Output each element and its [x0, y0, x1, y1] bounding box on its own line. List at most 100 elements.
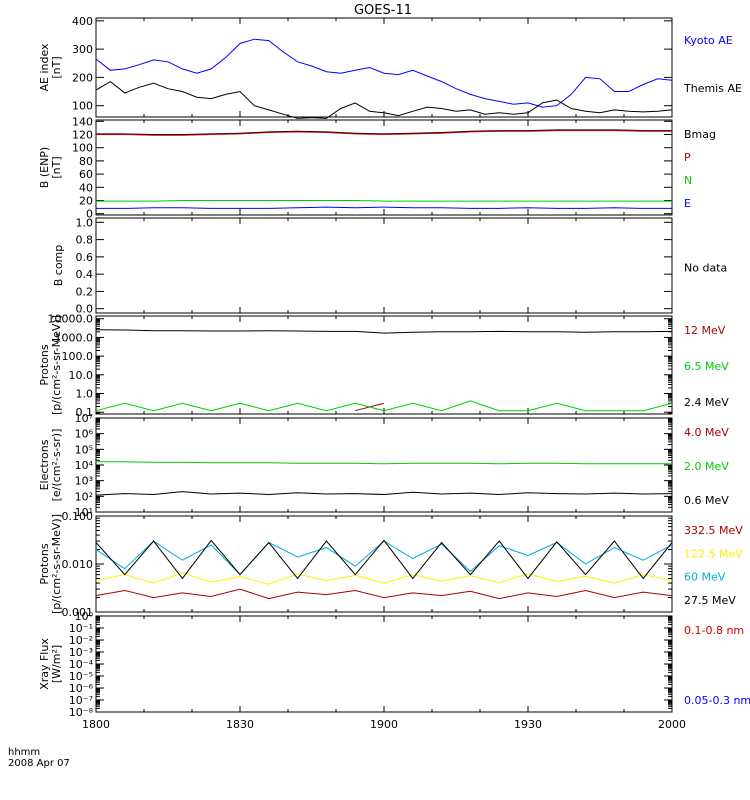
y-tick-label: 10² — [75, 490, 93, 503]
panel-frame — [95, 615, 673, 713]
y-tick-label: 0.4 — [76, 268, 94, 281]
legend-0-6-mev: 0.6 MeV — [684, 494, 729, 507]
panel-3: 0.0 0.2 0.4 0.6 0.8 1.0 B comp No data — [52, 216, 727, 315]
y-tick-label: 0.010 — [62, 558, 94, 571]
time-tick-label: 1930 — [514, 718, 542, 731]
series-line-kyoto-ae — [95, 38, 673, 108]
y-tick-label: 10⁻⁷ — [69, 694, 93, 707]
y-tick-label: 200 — [72, 71, 93, 84]
time-tick-label: 1800 — [82, 718, 110, 731]
plot-title: GOES-11 — [354, 3, 412, 18]
y-tick-label: 0.100 — [62, 510, 94, 523]
y-tick-label: 10⁶ — [75, 428, 94, 441]
y-tick-label: 0.8 — [76, 234, 94, 247]
legend-2-4-mev: 2.4 MeV — [684, 396, 729, 409]
panel-1: 100 200 300 400 AE index[nT] Kyoto AE Themis A… — [38, 15, 742, 119]
legend-12-mev: 12 MeV — [684, 324, 726, 337]
y-tick-label: 10⁰ — [75, 610, 94, 623]
y-axis-label: Electrons[e/(cm²-s-sr)] — [38, 429, 63, 502]
series-line-2-4-mev — [95, 329, 673, 334]
series-line-12-mev — [355, 403, 672, 410]
y-tick-label: 1000.0 — [55, 331, 94, 344]
series-line-27-5-mev — [95, 539, 673, 580]
y-axis-label: B comp — [52, 245, 65, 287]
legend-4-0-mev: 4.0 MeV — [684, 426, 729, 439]
legend-themis-ae: Themis AE — [683, 82, 742, 95]
panel-6: 0.001 0.010 0.100Protons[p/(cm²-s-sr-MeV)]… — [38, 510, 743, 619]
y-tick-label: 10⁻⁸ — [69, 706, 94, 719]
panel-frame — [95, 217, 673, 314]
legend-bmag: Bmag — [684, 128, 716, 141]
plot-panels: 100 200 300 400 AE index[nT] Kyoto AE Themis A… — [38, 15, 750, 719]
y-tick-label: 300 — [72, 43, 93, 56]
y-tick-label: 10000.0 — [48, 313, 94, 326]
y-tick-label: 10⁻⁴ — [69, 658, 94, 671]
y-tick-label: 10⁻³ — [69, 646, 93, 659]
y-tick-label: 1.0 — [76, 387, 94, 400]
series-line-2-0-mev — [96, 461, 672, 465]
y-tick-label: 0.1 — [76, 406, 94, 419]
series-line-0-6-mev — [95, 491, 673, 496]
series-line-themis-ae — [95, 80, 673, 119]
series-line-332-5-mev — [95, 588, 673, 600]
series-line-122-5-mev — [95, 572, 673, 585]
time-axis-label-hhmm: hhmm — [8, 747, 40, 758]
legend-60-mev: 60 MeV — [684, 571, 726, 584]
y-tick-label: 10⁻¹ — [69, 622, 93, 635]
time-axis-label-date: 2008 Apr 07 — [8, 758, 70, 769]
time-tick-label: 1900 — [370, 718, 398, 731]
panel-5: 10¹ 10² 10³ 10⁴ 10⁵ 10⁶ 10⁷ Electrons[e/(cm²-s-… — [38, 412, 729, 519]
legend-e: E — [684, 197, 691, 210]
y-tick-label: 10⁻² — [69, 634, 93, 647]
y-tick-label: 10⁷ — [75, 412, 93, 425]
y-tick-label: 0.2 — [76, 285, 94, 298]
time-tick-label: 1830 — [226, 718, 254, 731]
y-tick-label: 60 — [79, 168, 93, 181]
y-tick-label: 120 — [72, 129, 93, 142]
series-line-bmag — [96, 129, 672, 135]
legend-p: P — [684, 151, 691, 164]
legend-332-5-mev: 332.5 MeV — [684, 524, 743, 537]
legend-0-05-0-3-nm: 0.05-0.3 nm — [684, 694, 750, 707]
time-tick-label: 2000 — [658, 718, 686, 731]
y-tick-label: 80 — [79, 155, 93, 168]
y-axis-label: AE index[nT] — [38, 43, 63, 92]
y-tick-label: 140 — [72, 115, 93, 128]
series-line-n — [96, 200, 672, 202]
y-tick-label: 100.0 — [62, 350, 94, 363]
legend-kyoto-ae: Kyoto AE — [684, 34, 733, 47]
y-tick-label: 100 — [72, 142, 93, 155]
y-tick-label: 10⁵ — [75, 443, 93, 456]
y-tick-label: 10³ — [75, 475, 93, 488]
y-axis-label: Xray Flux[W/m²] — [38, 638, 63, 690]
y-tick-label: 10⁻⁶ — [69, 682, 94, 695]
legend-n: N — [684, 174, 692, 187]
y-tick-label: 1.0 — [76, 216, 94, 229]
y-tick-label: 40 — [79, 181, 93, 194]
legend-0-1-0-8-nm: 0.1-0.8 nm — [684, 624, 744, 637]
series-line-6-5-mev — [95, 400, 673, 412]
legend-6-5-mev: 6.5 MeV — [684, 360, 729, 373]
y-tick-label: 10.0 — [69, 369, 94, 382]
panel-4: 0.1 1.0 10.0 100.0 1000.0 10000.0Protons[p/(c… — [38, 313, 729, 419]
y-tick-label: 20 — [79, 194, 93, 207]
y-tick-label: 10¹ — [75, 506, 93, 519]
y-axis-label: Protons[p/(cm²-s-sr-MeV)] — [38, 315, 63, 415]
y-axis-label: Protons[p/(cm²-s-sr-MeV)] — [38, 514, 63, 614]
series-line-60-mev — [95, 540, 673, 576]
panel-frame — [95, 17, 673, 118]
y-tick-label: 10⁻⁵ — [69, 670, 93, 683]
time-axis: 1800 1830 1900 1930 2000 — [82, 718, 686, 731]
series-line-p — [96, 130, 672, 136]
panel-frame — [95, 417, 673, 513]
y-axis-label: B (ENP)[nT] — [38, 147, 63, 188]
series-line-e — [96, 206, 672, 209]
y-tick-label: 10⁴ — [75, 459, 94, 472]
y-tick-label: 400 — [72, 15, 93, 28]
y-tick-label: 0.001 — [62, 606, 94, 619]
legend-122-5-mev: 122.5 MeV — [684, 547, 743, 560]
y-tick-label: 0.6 — [76, 251, 94, 264]
no-data-label: No data — [684, 262, 727, 275]
